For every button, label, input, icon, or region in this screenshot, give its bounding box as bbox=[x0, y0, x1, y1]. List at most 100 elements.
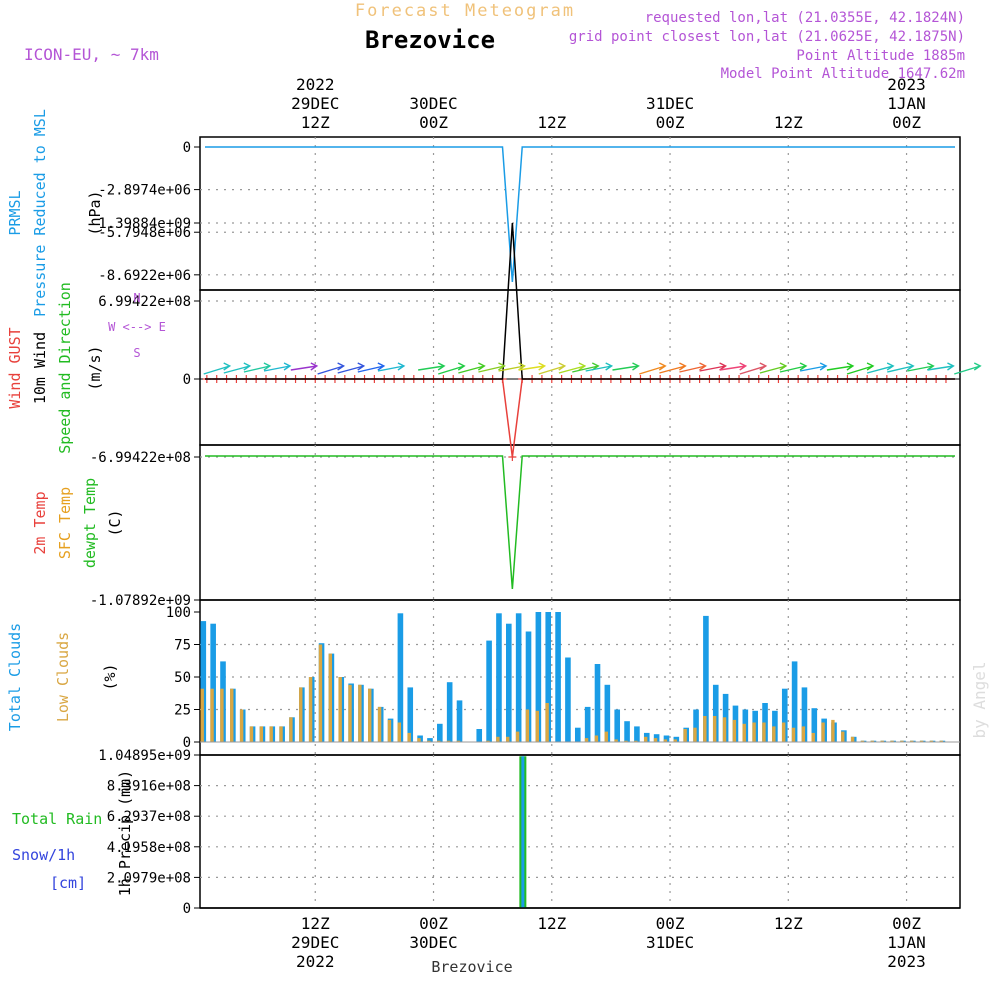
pressure-label-prmsl: PRMSL bbox=[6, 190, 24, 235]
precip-tick-label: 6.2937e+08 bbox=[107, 809, 191, 825]
wind-direction-arrow bbox=[572, 362, 600, 373]
total-cloud-bar bbox=[515, 613, 522, 742]
requested-coords: requested lon,lat (21.0355E, 42.1824N) bbox=[645, 10, 965, 26]
bottom-time-label: 00Z bbox=[419, 914, 448, 933]
wind-direction-arrow bbox=[826, 362, 855, 371]
low-cloud-bar bbox=[328, 653, 333, 742]
precip-tick-label: 8.3916e+08 bbox=[107, 779, 191, 795]
low-cloud-bar bbox=[387, 719, 392, 742]
pressure-tick-label: -5.7948e+06 bbox=[98, 225, 191, 241]
low-cloud-bar bbox=[791, 727, 796, 742]
low-cloud-bar bbox=[368, 688, 372, 742]
low-cloud-bar bbox=[417, 738, 421, 742]
clouds-tick-label: 25 bbox=[174, 703, 191, 719]
wind-tick-label: 6.99422e+08 bbox=[98, 294, 191, 310]
low-cloud-bar bbox=[506, 736, 510, 742]
low-cloud-bar bbox=[742, 723, 746, 742]
total-cloud-bar bbox=[437, 723, 443, 742]
wind-direction-arrow bbox=[759, 362, 788, 374]
bottom-time-label: 12Z bbox=[301, 914, 330, 933]
model-label: ICON-EU, ~ 7km bbox=[24, 45, 159, 64]
wind-direction-arrow bbox=[612, 362, 640, 371]
low-cloud-bar bbox=[348, 684, 352, 742]
low-cloud-bar bbox=[703, 716, 707, 742]
low-cloud-bar bbox=[456, 740, 461, 742]
wind-direction-arrow bbox=[699, 362, 727, 372]
low-cloud-bar bbox=[634, 740, 638, 742]
pressure-label-unit: (hPa) bbox=[86, 190, 104, 235]
low-cloud-bar bbox=[446, 740, 451, 742]
bottom-time-label: 00Z bbox=[892, 914, 921, 933]
total-cloud-bar bbox=[703, 615, 709, 742]
wind-direction-arrow bbox=[263, 362, 292, 372]
snow-bar bbox=[521, 756, 525, 908]
wind-direction-arrow bbox=[498, 362, 526, 372]
low-cloud-bar bbox=[831, 719, 835, 742]
wind-direction-arrow bbox=[377, 362, 406, 372]
bottom-time-label: 12Z bbox=[774, 914, 803, 933]
wind-direction-arrow bbox=[679, 362, 707, 373]
bottom-time-label: 31DEC bbox=[646, 933, 694, 952]
bottom-time-label: 00Z bbox=[656, 914, 685, 933]
compass-south: S bbox=[133, 346, 140, 360]
bottom-time-label: 2023 bbox=[887, 952, 926, 971]
clouds-label-low: Low Clouds bbox=[54, 632, 72, 722]
top-time-label: 00Z bbox=[656, 113, 685, 132]
total-cloud-bar bbox=[604, 684, 611, 742]
compass-west-east: W <--> E bbox=[108, 320, 166, 334]
clouds-tick-label: 75 bbox=[174, 638, 191, 654]
low-cloud-bar bbox=[377, 706, 382, 742]
wind-direction-arrow bbox=[203, 362, 232, 375]
pressure-tick-label: 0 bbox=[183, 140, 191, 156]
wind-label-speed-dir: Speed and Direction bbox=[56, 282, 74, 454]
wind-direction-arrow bbox=[243, 362, 272, 373]
total-cloud-bar bbox=[634, 726, 640, 742]
low-cloud-bar bbox=[427, 740, 431, 742]
low-cloud-bar bbox=[821, 722, 825, 742]
top-time-label: 2023 bbox=[887, 75, 926, 94]
gridpoint-coords: grid point closest lon,lat (21.0625E, 42… bbox=[569, 29, 965, 45]
total-cloud-bar bbox=[210, 623, 216, 742]
low-cloud-bar bbox=[496, 736, 500, 742]
wind-direction-arrow bbox=[719, 362, 748, 371]
wind-label-gust: Wind GUST bbox=[6, 327, 24, 408]
low-cloud-bar bbox=[515, 731, 520, 742]
precip-tick-label: 1.04895e+09 bbox=[98, 748, 191, 764]
total-cloud-bar bbox=[525, 631, 532, 742]
top-time-label: 29DEC bbox=[291, 94, 339, 113]
low-cloud-bar bbox=[200, 688, 204, 742]
top-time-label: 31DEC bbox=[646, 94, 694, 113]
pressure-line bbox=[205, 146, 955, 283]
temp-label-sfc: SFC Temp bbox=[56, 487, 74, 559]
pressure-tick-label: -8.6922e+06 bbox=[98, 268, 191, 284]
low-cloud-bar bbox=[308, 677, 313, 742]
panel-frame-temp bbox=[199, 444, 961, 601]
low-cloud-bar bbox=[781, 722, 786, 742]
low-cloud-bar bbox=[673, 739, 677, 742]
total-cloud-bar bbox=[555, 612, 561, 742]
panel-frame-pressure bbox=[199, 136, 961, 291]
total-cloud-bar bbox=[476, 729, 483, 742]
bottom-time-label: 12Z bbox=[537, 914, 566, 933]
total-cloud-bar bbox=[565, 657, 571, 742]
low-cloud-bar bbox=[722, 717, 727, 742]
precip-label-unit: 1h Precip (mm) bbox=[116, 770, 134, 896]
wind-direction-arrow bbox=[223, 362, 252, 374]
top-time-label: 30DEC bbox=[409, 94, 457, 113]
total-cloud-bar bbox=[397, 613, 404, 742]
low-cloud-bar bbox=[762, 722, 766, 742]
wind-direction-arrow bbox=[954, 362, 982, 375]
wind-tick-label: -6.99422e+08 bbox=[90, 450, 191, 466]
clouds-label-unit: (%) bbox=[101, 663, 119, 690]
low-cloud-bar bbox=[594, 735, 599, 742]
pressure-label-name: Pressure Reduced to MSL bbox=[31, 109, 49, 317]
low-cloud-bar bbox=[772, 726, 776, 742]
total-cloud-bar bbox=[446, 682, 453, 742]
chart-title: Forecast Meteogram bbox=[355, 1, 575, 21]
low-cloud-bar bbox=[437, 740, 441, 742]
clouds-tick-label: 50 bbox=[174, 670, 191, 686]
wind-direction-arrow bbox=[538, 362, 567, 375]
panel-frame-precip bbox=[199, 754, 961, 909]
top-time-label: 12Z bbox=[537, 113, 566, 132]
